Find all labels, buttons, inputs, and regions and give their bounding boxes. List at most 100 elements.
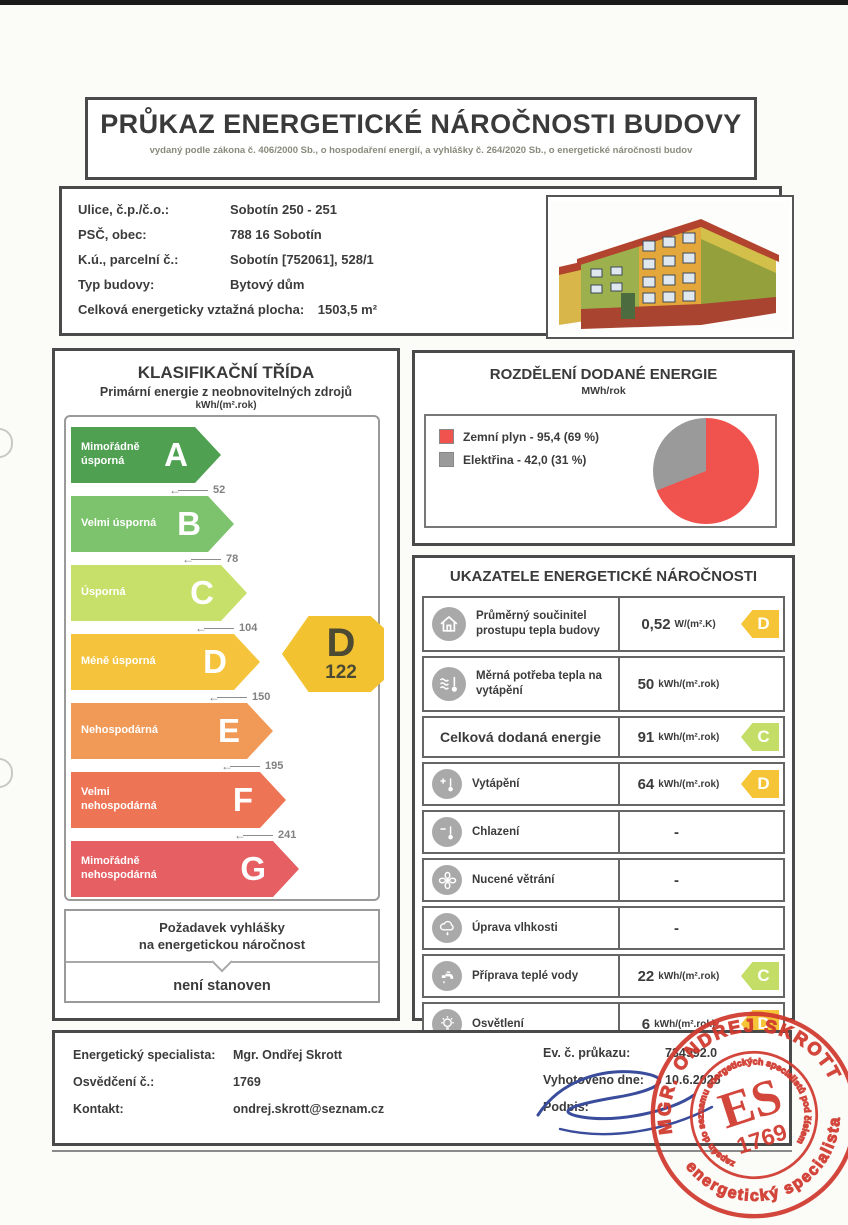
class-arrow: Nehospodárná E bbox=[71, 703, 273, 759]
energy-indicators-panel: UKAZATELE ENERGETICKÉ NÁROČNOSTI Průměrn… bbox=[412, 555, 795, 1046]
certificate-header: PRŮKAZ ENERGETICKÉ NÁROČNOSTI BUDOVY vyd… bbox=[85, 97, 757, 180]
page-title: PRŮKAZ ENERGETICKÉ NÁROČNOSTI BUDOVY bbox=[100, 109, 742, 139]
class-badge: C bbox=[741, 962, 779, 990]
legend-label: Zemní plyn - 95,4 (69 %) bbox=[463, 429, 600, 444]
class-arrow: Velmi nehospodárná F bbox=[71, 772, 286, 828]
field-value: Sobotín 250 - 251 bbox=[230, 202, 337, 217]
delivered-energy-panel: ROZDĚLENÍ DODANÉ ENERGIE MWh/rok Zemní p… bbox=[412, 350, 795, 546]
class-letter: G bbox=[240, 850, 266, 887]
hole-punch-mark bbox=[0, 428, 13, 458]
specialist-row: Energetický specialista: Mgr. Ondřej Skr… bbox=[73, 1048, 343, 1062]
scan-edge-line bbox=[0, 0, 848, 5]
indicator-row-humidity: Úprava vlhkosti - bbox=[422, 906, 785, 950]
pie-chart bbox=[653, 418, 759, 524]
field-label: Ulice, č.p./č.o.: bbox=[78, 202, 170, 217]
building-photo bbox=[546, 195, 794, 339]
cooling-icon bbox=[432, 817, 462, 847]
issue-date-row: Vyhotoveno dne: 10.6.2025 bbox=[543, 1073, 721, 1087]
contact-row: Kontakt: ondrej.skrott@seznam.cz bbox=[73, 1102, 385, 1116]
class-row-g: Mimořádně nehospodárná G bbox=[71, 841, 378, 897]
classification-title: KLASIFIKAČNÍ TŘÍDA bbox=[137, 363, 315, 382]
pie-chart-box: Zemní plyn - 95,4 (69 %) Elektřina - 42,… bbox=[424, 414, 777, 528]
field-value: 1503,5 m² bbox=[317, 302, 378, 317]
class-arrow: Mimořádně nehospodárná G bbox=[71, 841, 299, 897]
legend-item: Elektřina - 42,0 (31 %) bbox=[439, 452, 599, 467]
selected-class-value: 122 bbox=[325, 662, 357, 683]
class-arrow: Mimořádně úsporná A bbox=[71, 427, 221, 483]
class-badge: D bbox=[741, 610, 779, 638]
threshold-arrow-icon: ← bbox=[169, 483, 181, 497]
indicators-title: UKAZATELE ENERGETICKÉ NÁROČNOSTI bbox=[449, 568, 758, 585]
legend-swatch bbox=[439, 429, 454, 444]
ventilation-fan-icon bbox=[432, 865, 462, 895]
field-value: Sobotín [752061], 528/1 bbox=[230, 252, 374, 267]
building-parcel-row: K.ú., parcelní č.: Sobotín [752061], 528… bbox=[78, 252, 779, 267]
indicator-row-heating: Vytápění 64 kWh/(m².rok) D bbox=[422, 762, 785, 806]
class-arrow: Úsporná C bbox=[71, 565, 247, 621]
heat-demand-icon bbox=[432, 667, 466, 701]
class-threshold: ← 104 bbox=[195, 621, 258, 635]
field-label: K.ú., parcelní č.: bbox=[78, 252, 179, 267]
indicator-row-heat-demand: Měrná potřeba tepla na vytápění 50 kWh/(… bbox=[422, 656, 785, 712]
building-type-row: Typ budovy: Bytový dům bbox=[78, 277, 779, 292]
building-info-box: Ulice, č.p./č.o.: Sobotín 250 - 251 PSČ,… bbox=[59, 186, 794, 339]
hole-punch-mark bbox=[0, 758, 13, 788]
requirement-value: není stanoven bbox=[173, 977, 271, 994]
class-letter: F bbox=[232, 781, 253, 818]
threshold-arrow-icon: ← bbox=[182, 552, 194, 566]
classification-unit: kWh/(m².rok) bbox=[195, 400, 257, 411]
class-row-a: Mimořádně úsporná A ← 52 bbox=[71, 427, 378, 497]
specialist-stamp: MGR. ONDŘEJ SKROTT energetický specialis… bbox=[640, 1005, 848, 1225]
house-icon bbox=[432, 607, 466, 641]
class-threshold: ← 52 bbox=[169, 483, 226, 497]
contact-email: ondrej.skrott@seznam.cz bbox=[233, 1102, 385, 1116]
class-row-b: Velmi úsporná B ← 78 bbox=[71, 496, 378, 566]
threshold-arrow-icon: ← bbox=[195, 621, 207, 635]
class-arrow: Méně úsporná D bbox=[71, 634, 260, 690]
threshold-arrow-icon: ← bbox=[208, 690, 220, 704]
legend-swatch bbox=[439, 452, 454, 467]
class-letter: C bbox=[190, 574, 214, 611]
requirement-title: Požadavek vyhlášky na energetickou nároč… bbox=[138, 920, 306, 952]
class-row-d: Méně úsporná D ← 150 bbox=[71, 634, 378, 704]
class-badge: C bbox=[741, 723, 779, 751]
certificate-number-row: Osvědčení č.: 1769 bbox=[73, 1075, 261, 1089]
field-value: Bytový dům bbox=[230, 277, 305, 292]
building-photo-illustration bbox=[551, 201, 789, 333]
indicator-row-u-value: Průměrný součinitel prostupu tepla budov… bbox=[422, 596, 785, 652]
field-value: 788 16 Sobotín bbox=[230, 227, 322, 242]
indicator-row-total-energy: Celková dodaná energie 91 kWh/(m².rok) C bbox=[422, 716, 785, 758]
class-arrow: Velmi úsporná B bbox=[71, 496, 234, 552]
field-label: PSČ, obec: bbox=[78, 227, 147, 242]
indicator-row-hot-water: Příprava teplé vody 22 kWh/(m².rok) C bbox=[422, 954, 785, 998]
classification-panel: KLASIFIKAČNÍ TŘÍDA Primární energie z ne… bbox=[52, 348, 400, 1021]
handwritten-signature bbox=[536, 1070, 714, 1136]
legend-label: Elektřina - 42,0 (31 %) bbox=[463, 452, 587, 467]
building-area-row: Celková energeticky vztažná plocha: 1503… bbox=[78, 302, 779, 317]
chevron-down-divider bbox=[66, 960, 378, 963]
class-row-e: Nehospodárná E ← 195 bbox=[71, 703, 378, 773]
delivered-energy-title: ROZDĚLENÍ DODANÉ ENERGIE bbox=[489, 366, 718, 383]
class-label: Velmi úsporná bbox=[81, 517, 157, 530]
signature-row: Podpis: bbox=[543, 1100, 589, 1114]
class-letter: A bbox=[164, 436, 188, 473]
indicator-row-cooling: Chlazení - bbox=[422, 810, 785, 854]
classification-subtitle: Primární energie z neobnovitelných zdroj… bbox=[99, 385, 353, 399]
field-label: Celková energeticky vztažná plocha: bbox=[78, 302, 305, 317]
hot-water-tap-icon bbox=[432, 961, 462, 991]
humidity-icon bbox=[432, 913, 462, 943]
legend-item: Zemní plyn - 95,4 (69 %) bbox=[439, 429, 599, 444]
building-street-row: Ulice, č.p./č.o.: Sobotín 250 - 251 bbox=[78, 202, 779, 217]
class-letter: D bbox=[203, 643, 227, 680]
regulation-requirement-box: Požadavek vyhlášky na energetickou nároč… bbox=[64, 909, 380, 1003]
class-letter: B bbox=[177, 505, 201, 542]
energy-class-scale: Mimořádně úsporná A ← 52 Velmi úsporná B … bbox=[64, 415, 384, 901]
building-zip-row: PSČ, obec: 788 16 Sobotín bbox=[78, 227, 779, 242]
class-threshold: ← 241 bbox=[234, 828, 297, 842]
threshold-arrow-icon: ← bbox=[221, 759, 233, 773]
class-threshold: ← 78 bbox=[182, 552, 239, 566]
class-label: Nehospodárná bbox=[81, 724, 159, 737]
page-subtitle: vydaný podle zákona č. 406/2000 Sb., o h… bbox=[149, 145, 693, 156]
delivered-energy-unit: MWh/rok bbox=[581, 385, 626, 397]
class-label: Velmi nehospodárná bbox=[81, 786, 157, 812]
